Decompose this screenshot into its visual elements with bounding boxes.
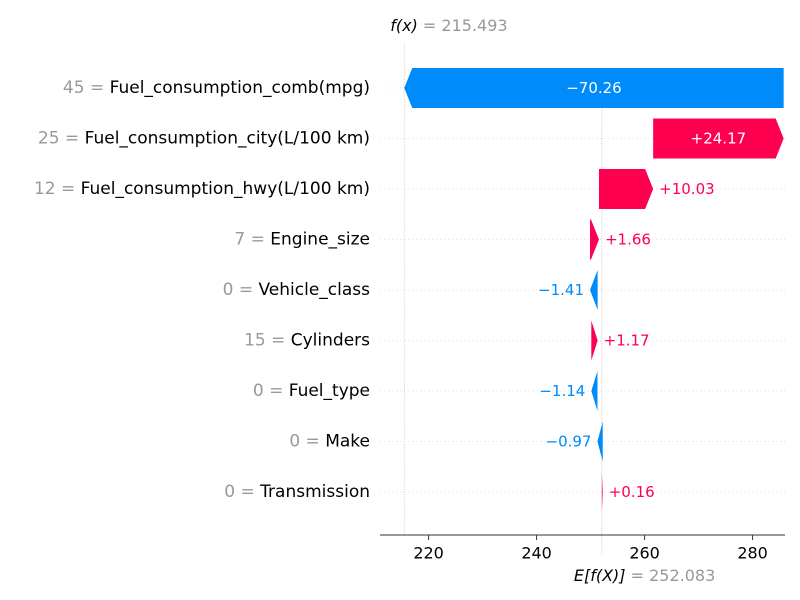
feature-name: Fuel_consumption_hwy(L/100 km) — [81, 179, 370, 199]
contribution-bar — [591, 320, 598, 361]
feature-value: 12 = — [34, 179, 81, 199]
contribution-bar — [597, 421, 603, 462]
feature-value: 25 = — [38, 129, 85, 149]
fx-value: = 215.493 — [423, 16, 508, 35]
x-axis: f(x) = 215.493 220 240 260 280 E[f(X)] = 252.… — [380, 16, 785, 585]
contribution-label: +0.16 — [609, 483, 655, 501]
base-value: = 252.083 — [631, 566, 716, 585]
feature-label: 15 = Cylinders — [244, 331, 370, 351]
feature-value: 0 = — [224, 482, 260, 502]
contribution-bar — [601, 472, 603, 512]
feature-name: Engine_size — [270, 230, 370, 250]
contribution-bars: −70.26 +24.17 +10.03 +1.66 −1.41 +1.17 −1.14 −0… — [404, 68, 784, 512]
feature-name: Fuel_consumption_comb(mpg) — [110, 78, 370, 98]
feature-label: 7 = Engine_size — [234, 230, 370, 250]
contribution-bar — [590, 219, 599, 260]
contribution-label: −1.41 — [538, 281, 584, 299]
feature-label: 0 = Transmission — [224, 482, 370, 502]
feature-value: 45 = — [63, 78, 110, 98]
feature-name: Fuel_consumption_city(L/100 km) — [85, 129, 370, 149]
feature-name: Make — [325, 432, 370, 452]
contribution-label: −70.26 — [566, 79, 622, 97]
feature-label: 0 = Make — [289, 432, 370, 452]
x-tick-label: 240 — [521, 544, 552, 563]
feature-name: Cylinders — [291, 331, 370, 351]
feature-name: Vehicle_class — [259, 280, 371, 300]
contribution-bar — [653, 118, 784, 159]
contribution-label: −1.14 — [539, 382, 585, 400]
feature-value: 7 = — [234, 230, 270, 250]
feature-name: Transmission — [259, 482, 370, 502]
contribution-label: −0.97 — [546, 433, 592, 451]
contribution-bar — [404, 68, 784, 108]
fx-annotation: f(x) = 215.493 — [390, 16, 507, 35]
fx-label: f(x) — [390, 16, 423, 35]
feature-label: 0 = Vehicle_class — [223, 280, 371, 300]
feature-name: Fuel_type — [289, 381, 370, 401]
contribution-bar — [590, 270, 598, 310]
reference-lines — [403, 44, 603, 555]
contribution-label: +1.17 — [604, 332, 650, 350]
contribution-bar — [598, 169, 654, 209]
feature-labels: 45 = Fuel_consumption_comb(mpg) 25 = Fuel… — [34, 78, 370, 502]
feature-label: 12 = Fuel_consumption_hwy(L/100 km) — [34, 179, 370, 199]
base-label: E[f(X)] — [574, 566, 631, 585]
x-tick-label: 280 — [737, 544, 768, 563]
base-annotation: E[f(X)] = 252.083 — [574, 566, 715, 585]
feature-value: 0 = — [223, 280, 259, 300]
contribution-label: +24.17 — [691, 130, 747, 148]
feature-value: 15 = — [244, 331, 291, 351]
feature-label: 45 = Fuel_consumption_comb(mpg) — [63, 78, 370, 98]
feature-label: 0 = Fuel_type — [253, 381, 370, 401]
feature-label: 25 = Fuel_consumption_city(L/100 km) — [38, 129, 370, 149]
x-tick-label: 260 — [629, 544, 660, 563]
feature-value: 0 = — [289, 432, 325, 452]
feature-value: 0 = — [253, 381, 289, 401]
contribution-label: +10.03 — [659, 180, 715, 198]
contribution-label: +1.66 — [605, 231, 651, 249]
contribution-bar — [591, 371, 598, 411]
x-tick-label: 220 — [413, 544, 444, 563]
